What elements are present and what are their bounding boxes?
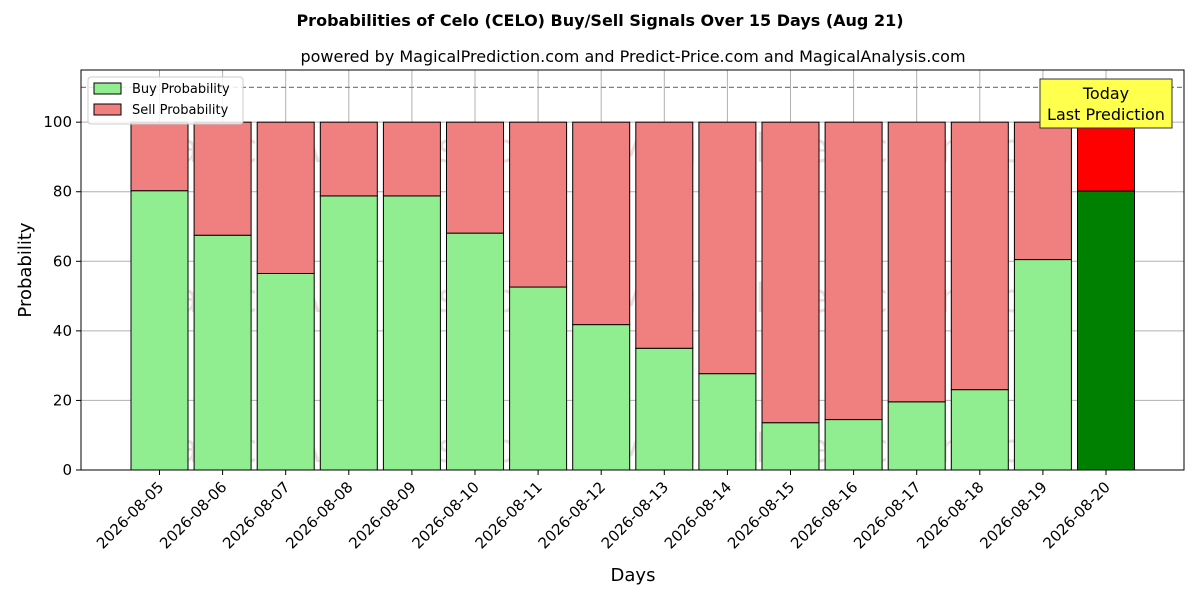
x-tick-label: 2026-08-08 <box>282 478 356 552</box>
sell-bar <box>509 121 568 288</box>
buy-bar <box>698 373 757 471</box>
x-axis-label: Days <box>611 565 656 586</box>
y-tick-label: 60 <box>53 252 72 270</box>
y-axis-label: Probability <box>15 222 36 317</box>
buy-bar <box>256 272 315 471</box>
buy-bar <box>887 401 946 471</box>
buy-bar <box>950 389 1009 471</box>
sell-bar <box>193 121 252 236</box>
x-tick-label: 2026-08-19 <box>976 478 1050 552</box>
annotation-text: Today <box>1082 84 1129 103</box>
plot-frame <box>80 69 1185 471</box>
x-tick-label: 2026-08-16 <box>787 478 861 552</box>
sell-bar <box>887 121 946 403</box>
buy-bar <box>1077 190 1135 471</box>
sell-bar <box>761 121 820 424</box>
x-axis-ticks: 2026-08-052026-08-062026-08-072026-08-08… <box>93 470 1114 552</box>
sell-bar <box>1013 121 1072 261</box>
sell-bar <box>572 121 631 326</box>
buy-bar <box>130 190 189 471</box>
x-tick-label: 2026-08-17 <box>850 478 924 552</box>
y-tick-label: 80 <box>53 183 72 201</box>
annotation-text: Last Prediction <box>1047 105 1165 124</box>
legend-label: Sell Probability <box>132 103 229 118</box>
legend-box <box>87 76 244 125</box>
x-tick-label: 2026-08-20 <box>1039 478 1113 552</box>
chart-subtitle: powered by MagicalPrediction.com and Pre… <box>300 47 965 66</box>
sell-bar <box>950 121 1009 391</box>
x-tick-label: 2026-08-13 <box>598 478 672 552</box>
x-tick-label: 2026-08-18 <box>913 478 987 552</box>
x-tick-label: 2026-08-09 <box>345 478 419 552</box>
y-tick-label: 40 <box>53 322 72 340</box>
y-tick-label: 20 <box>53 391 72 409</box>
x-tick-label: 2026-08-14 <box>661 478 735 552</box>
buy-bar <box>1013 259 1072 471</box>
y-tick-label: 0 <box>62 461 72 479</box>
buy-bar <box>572 324 631 471</box>
x-tick-label: 2026-08-06 <box>156 478 230 552</box>
buy-bar <box>761 422 820 471</box>
x-tick-label: 2026-08-05 <box>93 478 167 552</box>
buy-bar <box>382 195 441 471</box>
buy-bar <box>193 234 252 471</box>
legend: Buy Probability Sell Probability <box>87 76 244 125</box>
buy-bar <box>824 419 883 471</box>
buy-bar <box>319 195 378 471</box>
legend-swatch <box>93 82 122 95</box>
buy-bar <box>446 232 504 471</box>
sell-bar <box>130 121 189 192</box>
legend-label: Buy Probability <box>132 82 230 97</box>
y-axis-ticks: 0 20 40 60 80 100 <box>43 113 81 479</box>
annotation-box <box>1039 78 1173 129</box>
sell-bar <box>382 121 441 197</box>
sell-bar <box>698 121 757 375</box>
x-tick-label: 2026-08-07 <box>219 478 293 552</box>
buy-bar <box>509 286 568 471</box>
x-tick-label: 2026-08-15 <box>724 478 798 552</box>
buy-bar <box>635 347 694 471</box>
today-annotation: Today Last Prediction <box>1039 78 1173 129</box>
bars-layer <box>130 121 1135 471</box>
chart-title: Probabilities of Celo (CELO) Buy/Sell Si… <box>296 11 903 30</box>
x-tick-label: 2026-08-10 <box>408 478 482 552</box>
legend-swatch <box>93 103 122 116</box>
x-tick-label: 2026-08-12 <box>535 478 609 552</box>
x-tick-label: 2026-08-11 <box>472 478 546 552</box>
sell-bar <box>635 121 694 349</box>
y-tick-label: 100 <box>43 113 72 131</box>
sell-bar <box>824 121 883 421</box>
sell-bar <box>256 121 315 274</box>
sell-bar <box>319 121 378 197</box>
sell-bar <box>446 121 504 234</box>
sell-bar <box>1077 121 1135 192</box>
